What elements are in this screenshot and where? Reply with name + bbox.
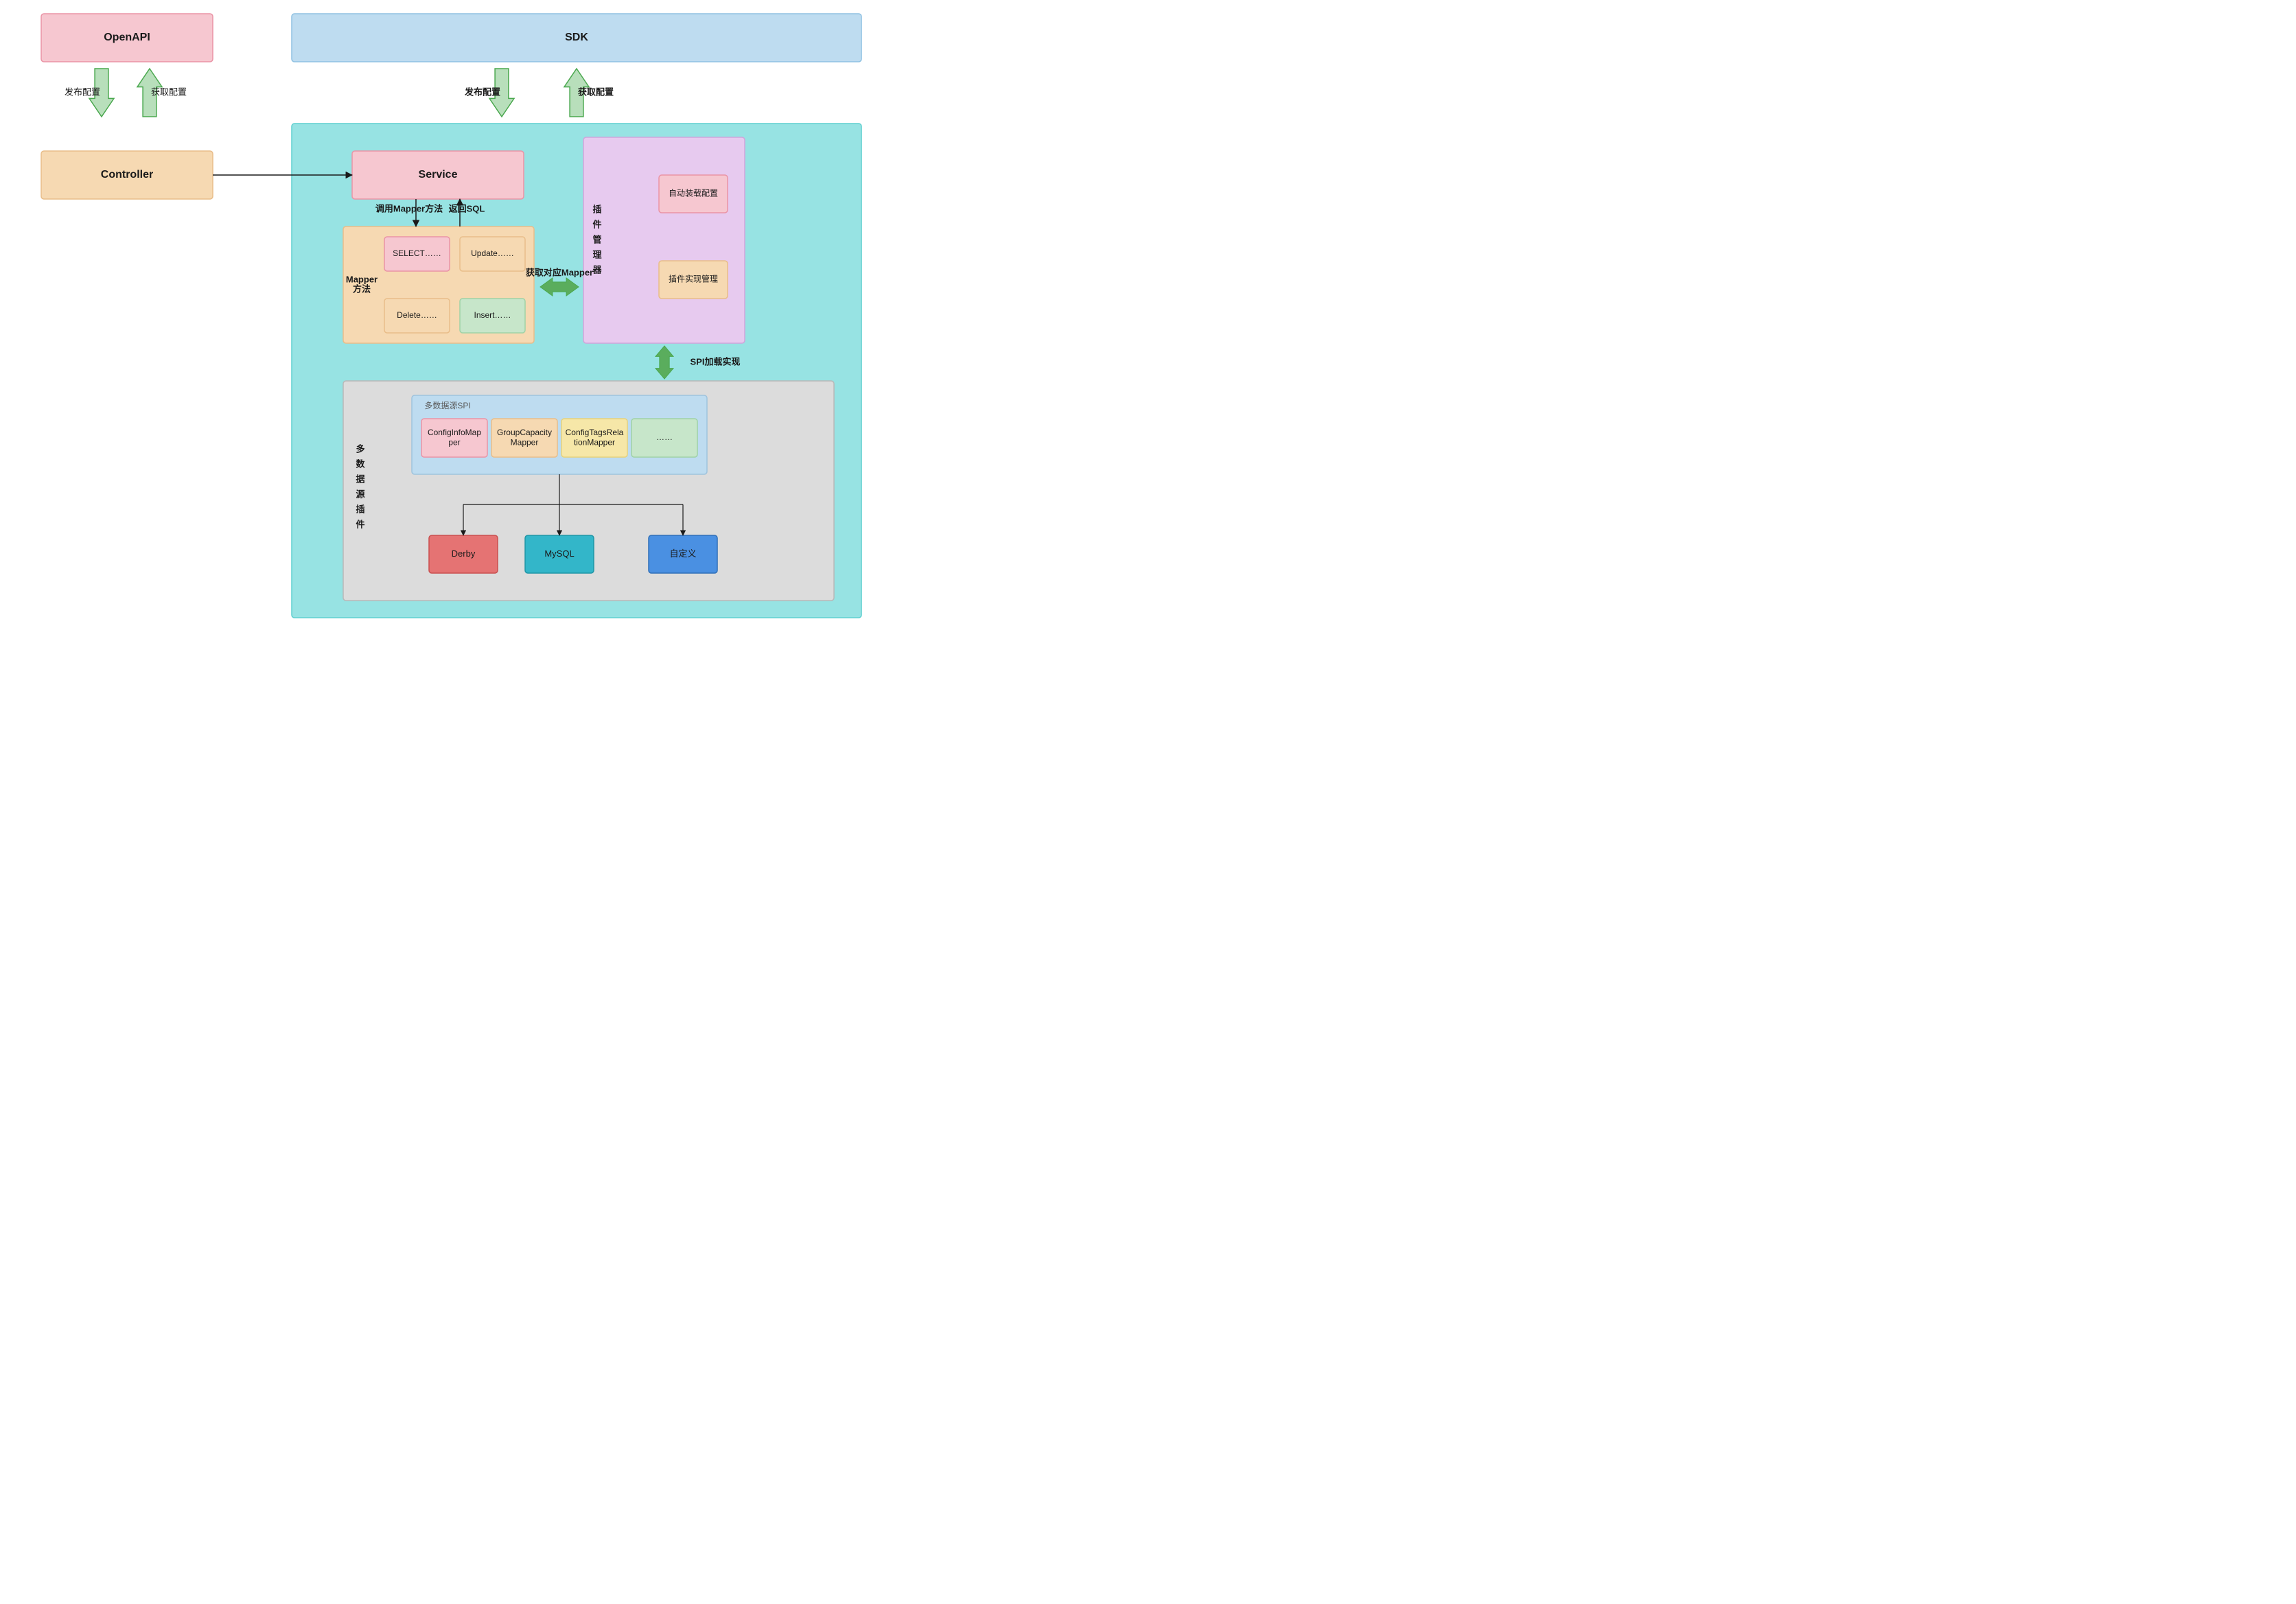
arrow-sdk-fetch: 获取配置: [564, 69, 614, 117]
svg-text:返回SQL: 返回SQL: [449, 203, 485, 213]
box-implmgr: 插件实现管理: [659, 261, 728, 299]
svg-text:SDK: SDK: [565, 32, 588, 43]
box-mapper_insert: Insert……: [460, 299, 525, 333]
svg-text:插: 插: [356, 504, 364, 514]
svg-text:Delete……: Delete……: [397, 310, 437, 320]
svg-text:Update……: Update……: [471, 248, 514, 258]
arrow-openapi-fetch: 获取配置: [137, 69, 187, 117]
svg-text:获取对应Mapper: 获取对应Mapper: [526, 267, 593, 277]
box-mapper_delete: Delete……: [384, 299, 450, 333]
box-spi4: ……: [631, 419, 697, 457]
svg-text:调用Mapper方法: 调用Mapper方法: [375, 203, 443, 213]
svg-text:MySQL: MySQL: [544, 548, 574, 559]
box-spi2: GroupCapacityMapper: [491, 419, 557, 457]
svg-text:自定义: 自定义: [669, 548, 696, 559]
box-mapper_update: Update……: [460, 237, 525, 271]
box-plugmgr: 插件管理器: [583, 137, 745, 343]
box-custom: 自定义: [649, 535, 717, 573]
svg-text:自动装载配置: 自动装载配置: [669, 189, 718, 198]
svg-text:tionMapper: tionMapper: [574, 437, 615, 447]
svg-text:Controller: Controller: [101, 169, 153, 181]
svg-text:件: 件: [592, 219, 601, 229]
box-spi3: ConfigTagsRelationMapper: [561, 419, 627, 457]
svg-text:数: 数: [356, 458, 365, 469]
svg-text:发布配置: 发布配置: [65, 86, 100, 97]
box-mysql: MySQL: [525, 535, 594, 573]
svg-text:Mapper: Mapper: [346, 274, 378, 284]
svg-text:GroupCapacity: GroupCapacity: [497, 428, 552, 437]
svg-text:ConfigTagsRela: ConfigTagsRela: [566, 428, 624, 437]
svg-text:获取配置: 获取配置: [151, 86, 187, 97]
svg-text:插: 插: [592, 204, 601, 214]
box-sdk: SDK: [292, 14, 861, 62]
svg-text:件: 件: [356, 519, 364, 529]
svg-text:器: 器: [592, 264, 602, 275]
svg-text:Service: Service: [419, 169, 458, 181]
svg-text:源: 源: [356, 489, 364, 499]
svg-text:发布配置: 发布配置: [464, 86, 500, 97]
svg-text:获取配置: 获取配置: [578, 86, 614, 97]
box-openapi: OpenAPI: [41, 14, 213, 62]
box-controller: Controller: [41, 151, 213, 199]
svg-text:SPI加载实现: SPI加载实现: [691, 356, 741, 367]
svg-text:管: 管: [592, 234, 601, 244]
box-spi1: ConfigInfoMapper: [421, 419, 487, 457]
arrow-sdk-publish: 发布配置: [464, 69, 514, 117]
svg-text:多: 多: [356, 443, 364, 454]
svg-text:ConfigInfoMap: ConfigInfoMap: [428, 428, 481, 437]
svg-text:Derby: Derby: [452, 548, 476, 559]
box-derby: Derby: [429, 535, 498, 573]
arrow-openapi-publish: 发布配置: [65, 69, 114, 117]
architecture-diagram: OpenAPISDKControllerService插件管理器自动装载配置插件…: [0, 0, 914, 638]
svg-text:Insert……: Insert……: [474, 310, 511, 320]
svg-text:SELECT……: SELECT……: [393, 248, 441, 258]
svg-text:Mapper: Mapper: [511, 437, 539, 447]
svg-text:插件实现管理: 插件实现管理: [669, 274, 718, 284]
svg-text:据: 据: [356, 474, 364, 484]
svg-text:per: per: [448, 437, 460, 447]
svg-text:理: 理: [592, 249, 601, 259]
svg-text:……: ……: [656, 432, 673, 442]
svg-text:方法: 方法: [353, 284, 371, 294]
box-service: Service: [352, 151, 524, 199]
box-autoload: 自动装载配置: [659, 175, 728, 213]
box-mapper_select: SELECT……: [384, 237, 450, 271]
svg-text:OpenAPI: OpenAPI: [104, 32, 150, 43]
svg-text:多数据源SPI: 多数据源SPI: [424, 400, 470, 410]
